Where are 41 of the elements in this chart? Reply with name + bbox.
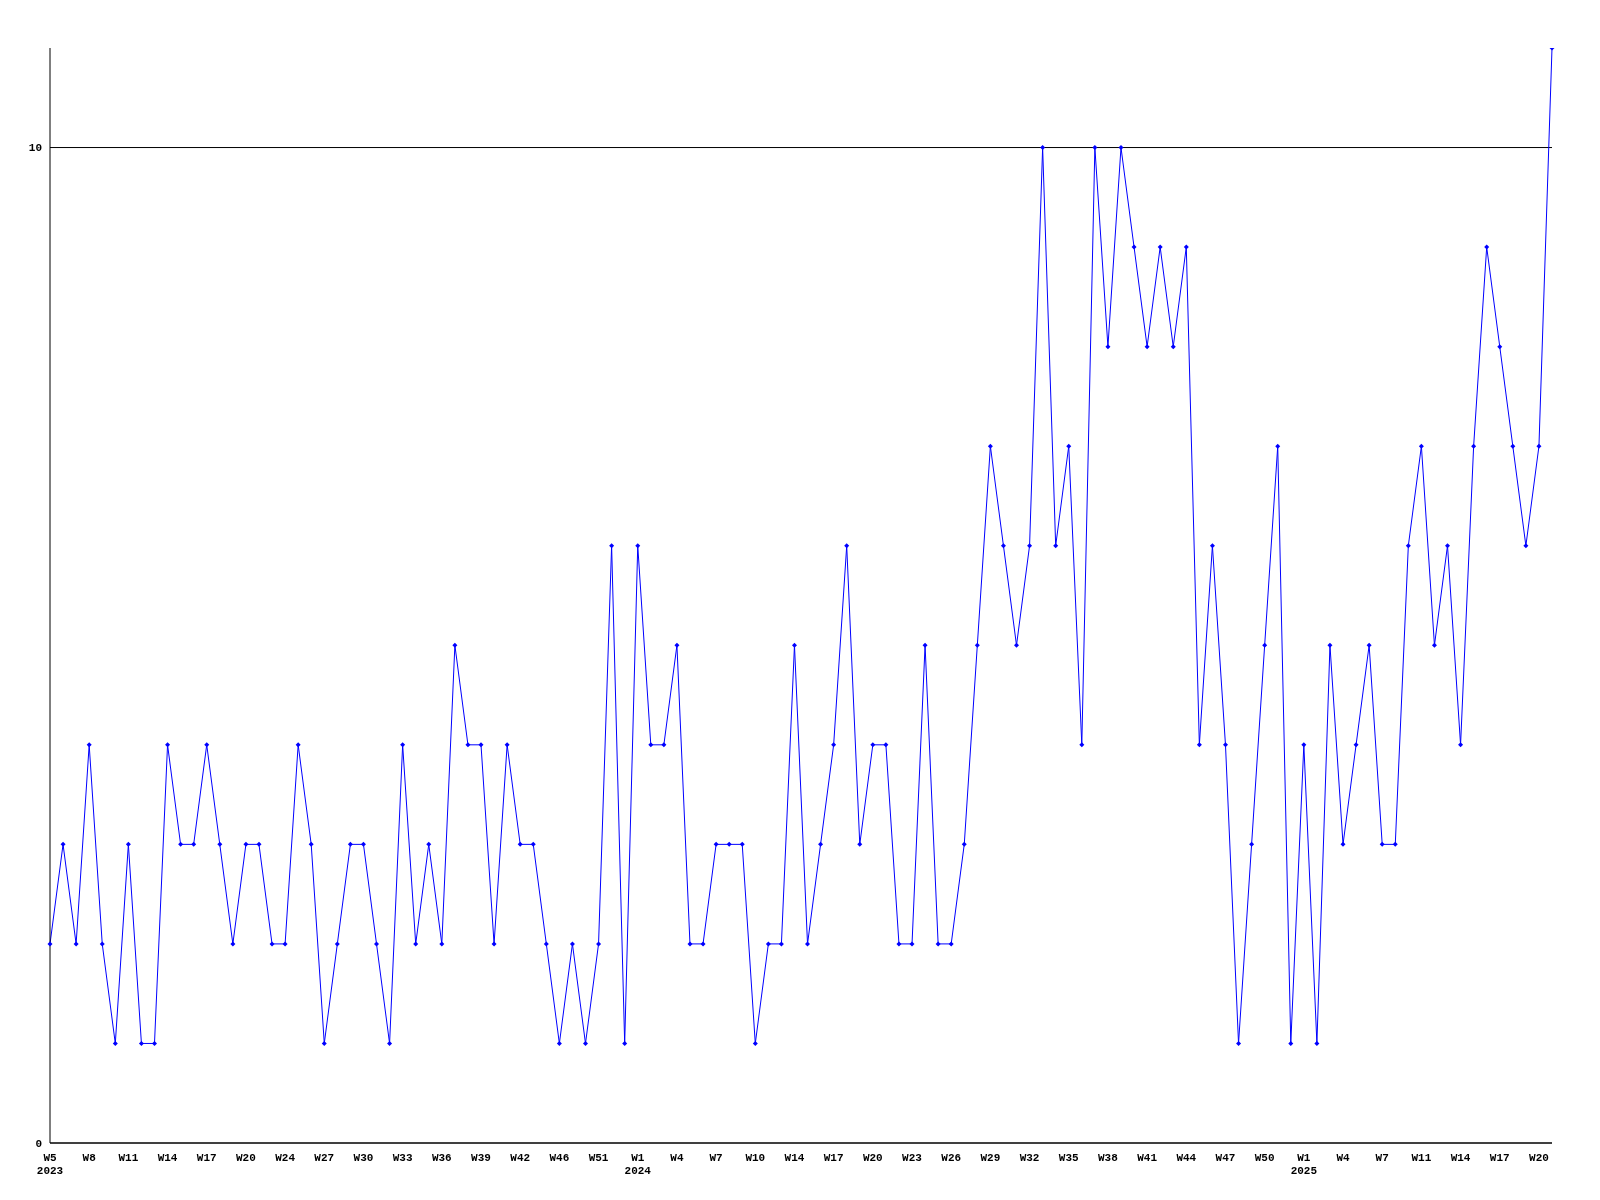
x-tick-label: W17 — [196, 1152, 217, 1164]
x-tick-label: W30 — [353, 1152, 374, 1164]
x-tick-label: W26 — [941, 1152, 962, 1164]
x-tick-label: W5 2023 — [36, 1152, 64, 1177]
x-tick-label: W4 — [1336, 1152, 1351, 1164]
x-tick-label: W17 — [823, 1152, 844, 1164]
x-tick-label: W36 — [431, 1152, 452, 1164]
x-tick-label: W33 — [392, 1152, 413, 1164]
x-tick-label: W20 — [862, 1152, 883, 1164]
y-tick-label: 10 — [28, 142, 42, 155]
x-tick-label: W44 — [1176, 1152, 1197, 1164]
x-tick-label: W4 — [670, 1152, 684, 1164]
x-tick-label: W35 — [1058, 1152, 1080, 1164]
x-tick-label: W11 — [1411, 1152, 1432, 1164]
y-tick-label: 0 — [35, 1137, 42, 1150]
x-tick-label: W1 2025 — [1290, 1152, 1318, 1177]
x-tick-label: W14 — [157, 1152, 178, 1164]
x-tick-label: W42 — [510, 1152, 531, 1164]
x-tick-label: W23 — [902, 1152, 923, 1164]
x-tick-label: W51 — [588, 1152, 609, 1164]
x-tick-label: W17 — [1489, 1152, 1510, 1164]
x-tick-label: W27 — [314, 1152, 335, 1164]
x-tick-label: W29 — [980, 1152, 1001, 1164]
x-tick-label: W41 — [1137, 1152, 1158, 1164]
x-tick-label: W50 — [1254, 1152, 1275, 1164]
x-tick-label: W47 — [1215, 1152, 1236, 1164]
x-tick-label: W14 — [1450, 1152, 1471, 1164]
x-tick-label: W46 — [549, 1152, 570, 1164]
x-tick-label: W39 — [471, 1152, 491, 1164]
x-tick-label: W14 — [784, 1152, 805, 1164]
x-tick-label: W8 — [82, 1152, 97, 1164]
x-tick-label: W11 — [118, 1152, 139, 1164]
x-tick-label: W24 — [275, 1152, 296, 1164]
x-tick-label: W32 — [1019, 1152, 1040, 1164]
x-tick-label: W7 — [1375, 1152, 1389, 1164]
x-tick-label: W20 — [1529, 1152, 1549, 1164]
x-tick-label: W1 2024 — [624, 1152, 652, 1177]
x-tick-label: W20 — [236, 1152, 256, 1164]
x-tick-label: W7 — [709, 1152, 723, 1164]
x-tick-label: W38 — [1098, 1152, 1119, 1164]
x-tick-label: W10 — [745, 1152, 766, 1164]
